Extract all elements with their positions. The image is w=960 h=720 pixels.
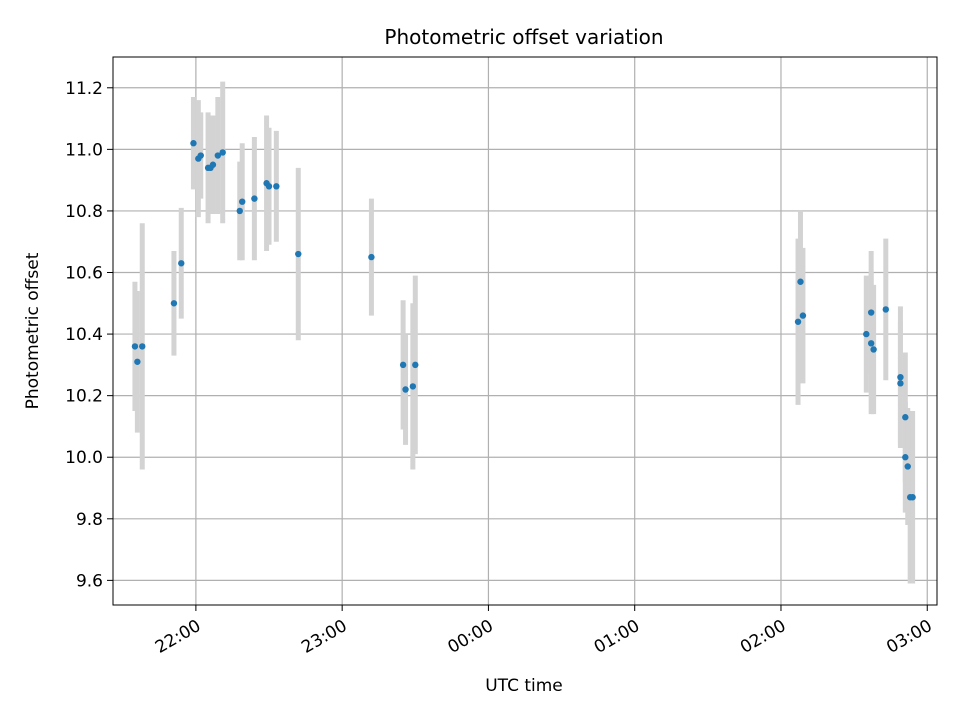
data-point: [139, 343, 146, 350]
plot-area-frame: [112, 56, 938, 606]
data-point: [219, 149, 226, 156]
data-point: [412, 361, 419, 369]
y-tick-label: 10.4: [65, 325, 103, 345]
data-points: [131, 140, 916, 501]
data-point: [190, 140, 197, 147]
data-point: [799, 312, 807, 319]
y-tick-label: 11.0: [65, 140, 103, 160]
data-point: [897, 373, 904, 381]
data-point: [134, 358, 141, 365]
data-point: [870, 346, 877, 353]
data-point: [197, 152, 204, 159]
data-point: [251, 195, 258, 202]
y-tick-label: 11.2: [65, 79, 103, 99]
y-axis-label: Photometric offset: [23, 252, 43, 409]
data-point: [797, 278, 804, 285]
data-point: [368, 253, 375, 261]
data-point: [399, 361, 407, 369]
data-point: [239, 198, 246, 205]
data-point: [402, 386, 409, 393]
chart-title: Photometric offset variation: [384, 25, 663, 49]
data-point: [209, 161, 217, 168]
data-point: [867, 340, 875, 347]
data-point: [882, 306, 890, 313]
data-point: [902, 414, 909, 421]
y-tick-label: 10.2: [65, 387, 103, 407]
data-point: [131, 343, 139, 350]
data-point: [295, 250, 302, 258]
y-tick-label: 10.6: [65, 264, 103, 284]
y-axis-ticks: 9.6 9.8 10.0 10.2 10.4 10.6 10.8 11.0 11.2: [65, 79, 113, 591]
data-point: [902, 454, 909, 461]
y-tick-label: 10.0: [65, 448, 103, 468]
data-point: [178, 260, 185, 267]
data-point: [214, 152, 222, 159]
y-tick-label: 9.6: [76, 571, 103, 591]
data-point: [863, 330, 870, 338]
data-point: [409, 383, 417, 390]
y-tick-label: 9.8: [76, 510, 103, 530]
data-point: [794, 318, 802, 325]
data-point: [867, 309, 875, 316]
data-point: [273, 183, 280, 190]
data-point: [265, 183, 273, 190]
data-point: [909, 494, 916, 501]
data-point: [236, 207, 243, 215]
data-point: [897, 380, 904, 387]
x-axis-label: UTC time: [485, 676, 563, 696]
data-point: [904, 463, 911, 470]
y-tick-label: 10.8: [65, 202, 103, 222]
data-point: [170, 300, 178, 307]
